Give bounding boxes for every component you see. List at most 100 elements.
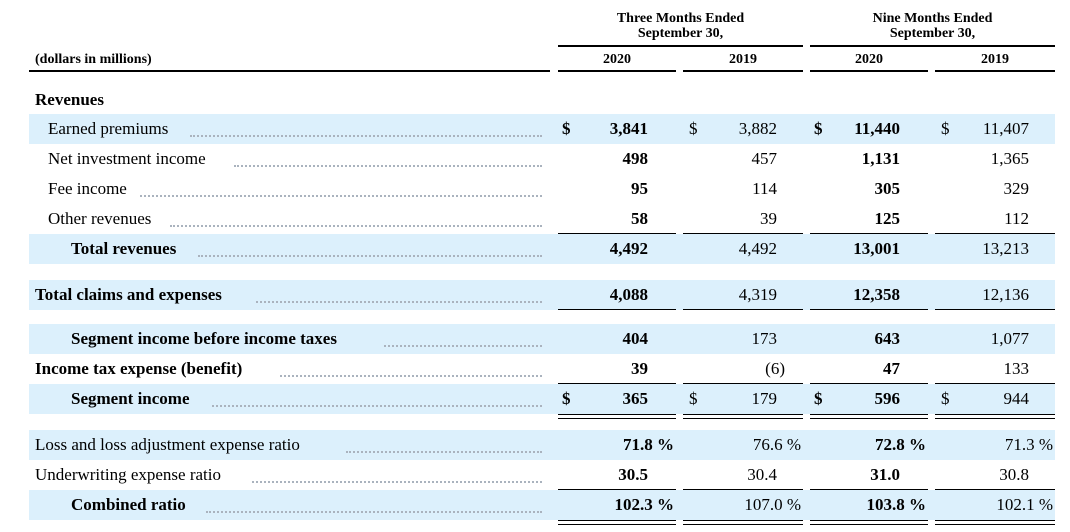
value-col3: 305: [874, 179, 901, 198]
row-label: Net investment income: [48, 149, 206, 168]
dollar-sign: $: [814, 119, 823, 138]
subtotal-rule-col2: [683, 233, 803, 234]
header-unit-label: (dollars in millions): [35, 52, 152, 67]
row-label: Segment income: [71, 389, 190, 408]
row-label: Total revenues: [71, 239, 177, 258]
dollar-sign: $: [689, 389, 698, 408]
header-rule-col3: [810, 70, 928, 72]
band-earned-premiums: [29, 114, 1055, 144]
leader-dots: [170, 225, 542, 227]
row-label: Other revenues: [48, 209, 152, 228]
row-label: Segment income before income taxes: [71, 329, 337, 348]
row-segment-income: Segment income $ 365 $ 179 $ 596 $ 944: [0, 384, 1070, 414]
leader-dots: [234, 165, 542, 167]
double-rule-col2-a: [683, 414, 803, 415]
value-col2: 3,882: [738, 119, 777, 138]
value-col2: 457: [751, 149, 778, 168]
value-col4: 13,213: [982, 239, 1029, 258]
row-earned-premiums: Earned premiums $ 3,841 $ 3,882 $ 11,440…: [0, 114, 1070, 144]
value-col4: 11,407: [982, 119, 1029, 138]
subtotal-rule-col1: [558, 233, 676, 234]
row-label: Total claims and expenses: [35, 285, 222, 304]
row-label: Combined ratio: [71, 495, 186, 514]
band-segment-income-before-tax: [29, 324, 1055, 354]
band-total-claims: [29, 280, 1055, 310]
value-col1: 58: [631, 209, 648, 228]
tax-rule-col3: [810, 383, 928, 384]
subtotal-rule-col3: [810, 233, 928, 234]
leader-dots: [256, 301, 542, 303]
value-col4: 12,136: [982, 285, 1029, 304]
leader-dots: [198, 255, 542, 257]
value-col1: 102.3 %: [614, 495, 675, 514]
row-total-revenues: Total revenues 4,492 4,492 13,001 13,213: [0, 234, 1070, 264]
header-nine-months: Nine Months Ended September 30,: [872, 11, 993, 41]
value-col3: 643: [874, 329, 901, 348]
row-loss-ratio: Loss and loss adjustment expense ratio 7…: [0, 430, 1070, 460]
leader-dots: [346, 451, 542, 453]
value-col1: 4,088: [609, 285, 648, 304]
row-other-revenues: Other revenues 58 39 125 112: [0, 204, 1070, 234]
header-rule-col2: [683, 70, 803, 72]
final-rule-col3-b: [810, 524, 928, 525]
dollar-sign: $: [689, 119, 698, 138]
claims-rule-col3: [810, 309, 928, 310]
final-rule-col3-a: [810, 520, 928, 521]
leader-dots: [384, 345, 542, 347]
header-three-months: Three Months Ended September 30,: [616, 11, 745, 41]
band-loss-ratio: [29, 430, 1055, 460]
band-combined-ratio: [29, 490, 1055, 520]
claims-rule-col4: [935, 309, 1055, 310]
row-label: Income tax expense (benefit): [35, 359, 243, 378]
value-col3: 13,001: [853, 239, 900, 258]
row-fee-income: Fee income 95 114 305 329: [0, 174, 1070, 204]
value-col3: 72.8 %: [875, 435, 926, 454]
value-col3: 31.0: [870, 465, 900, 484]
value-col1: 365: [622, 389, 649, 408]
leader-dots: [212, 405, 542, 407]
row-label: Underwriting expense ratio: [35, 465, 221, 484]
value-col2: 107.0 %: [744, 495, 801, 514]
leader-dots: [280, 375, 542, 377]
header-year-col4: 2019: [981, 52, 1009, 67]
double-rule-col1-a: [558, 414, 676, 415]
header-year-col1: 2020: [603, 52, 631, 67]
tax-rule-col2: [683, 383, 803, 384]
row-total-claims: Total claims and expenses 4,088 4,319 12…: [0, 280, 1070, 310]
value-col1: 95: [631, 179, 648, 198]
value-col4: 133: [1003, 359, 1030, 378]
leader-dots: [252, 481, 542, 483]
value-col2: (6): [765, 359, 785, 378]
value-col1: 404: [622, 329, 649, 348]
dollar-sign: $: [814, 389, 823, 408]
value-col4: 71.3 %: [1004, 435, 1053, 454]
double-rule-col3-b: [810, 418, 928, 419]
header-year-col3: 2020: [855, 52, 883, 67]
value-col1: 498: [622, 149, 649, 168]
tax-rule-col1: [558, 383, 676, 384]
section-revenues: Revenues: [35, 90, 104, 109]
value-col2: 39: [760, 209, 777, 228]
value-col1: 4,492: [609, 239, 648, 258]
header-underline-nine-months: [810, 45, 1055, 47]
value-col2: 76.6 %: [752, 435, 801, 454]
row-income-tax: Income tax expense (benefit) 39 (6) 47 1…: [0, 354, 1070, 384]
ratio-rule-col4: [935, 489, 1055, 490]
value-col2: 4,492: [738, 239, 777, 258]
final-rule-col2-a: [683, 520, 803, 521]
final-rule-col1-a: [558, 520, 676, 521]
header-rule-col4: [935, 70, 1055, 72]
header-rule: [29, 70, 550, 72]
value-col3: 47: [883, 359, 900, 378]
double-rule-col2-b: [683, 418, 803, 419]
row-label: Fee income: [48, 179, 127, 198]
value-col4: 30.8: [999, 465, 1029, 484]
claims-rule-col2: [683, 309, 803, 310]
double-rule-col1-b: [558, 418, 676, 419]
double-rule-col4-a: [935, 414, 1055, 415]
ratio-rule-col3: [810, 489, 928, 490]
claims-rule-col1: [558, 309, 676, 310]
leader-dots: [140, 195, 542, 197]
value-col3: 12,358: [853, 285, 900, 304]
row-label: Loss and loss adjustment expense ratio: [35, 435, 300, 454]
